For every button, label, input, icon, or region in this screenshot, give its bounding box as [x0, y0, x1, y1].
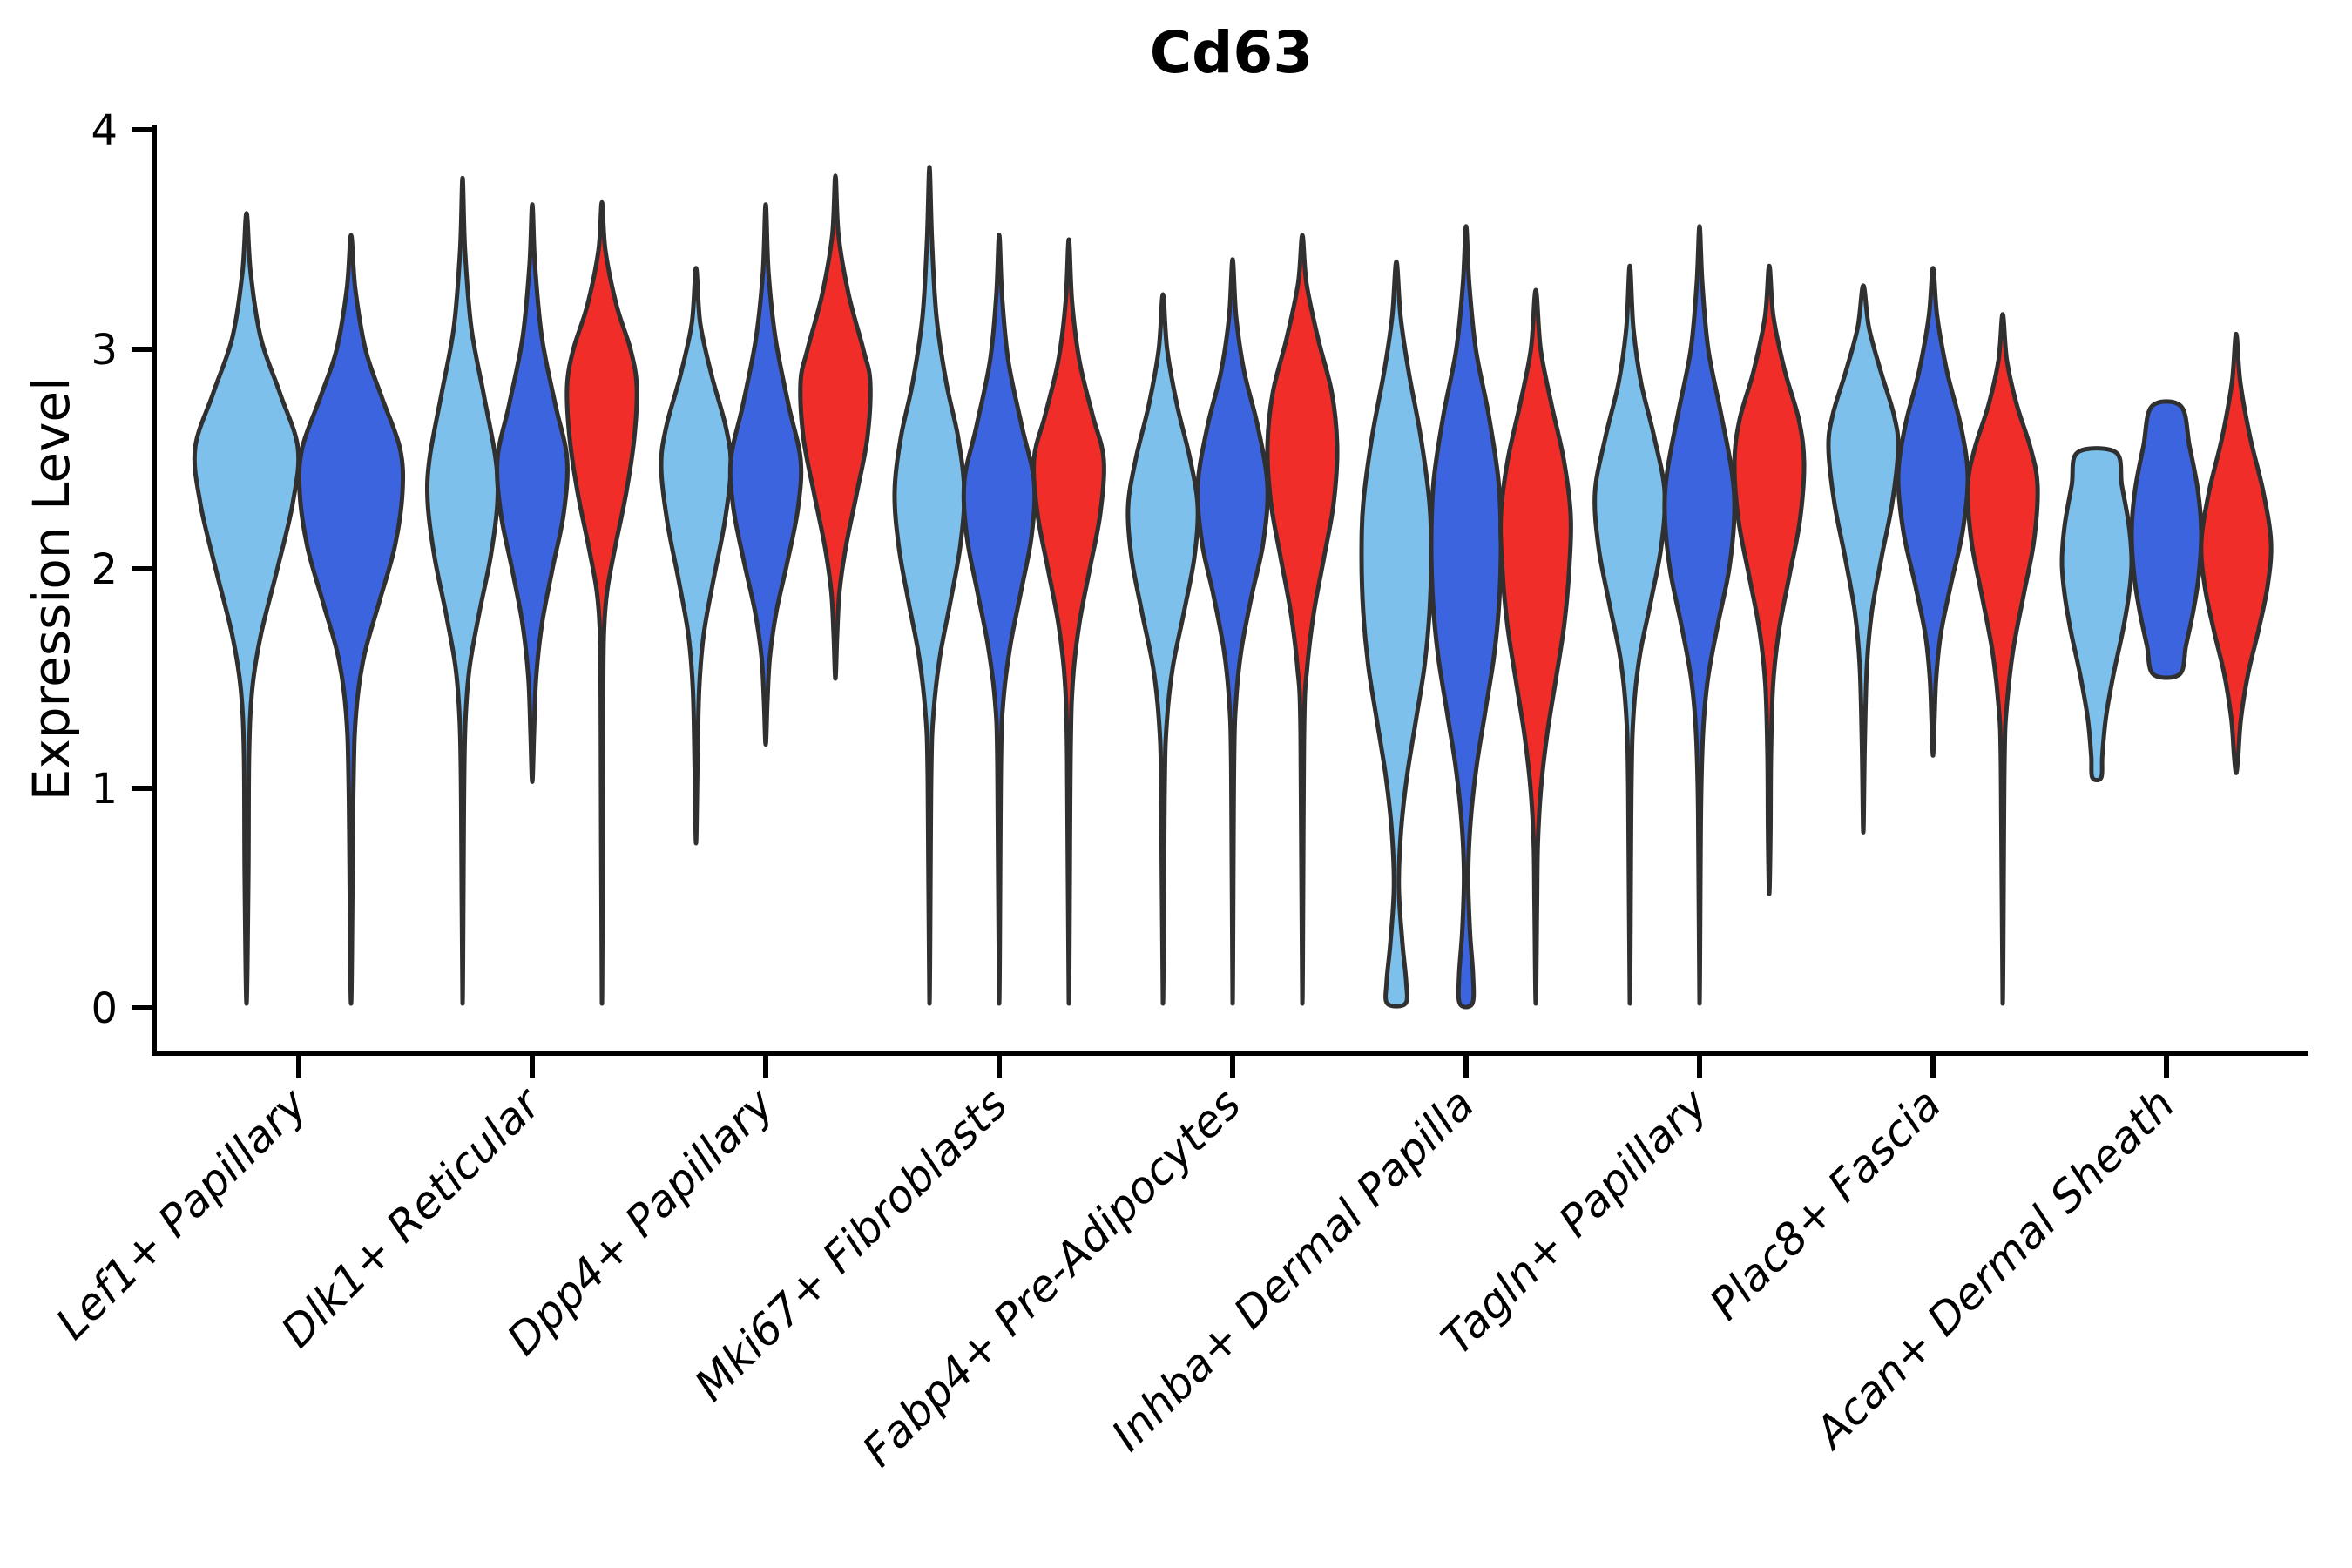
x-tick-label-dlk1-reticular: Dlk1+ Reticular: [272, 1077, 552, 1357]
violin-mki67-fibroblasts-light_blue: [892, 165, 967, 1006]
y-tick-label-1: 1: [91, 765, 118, 814]
violin-dlk1-reticular-royal_blue: [495, 202, 570, 784]
violin-fabp4-pre-adipocytes-light_blue: [1125, 292, 1200, 1006]
violin-inhba-dermal-papilla-red: [1498, 287, 1573, 1006]
x-tick-label-plac8-fascia: Plac8+ Fascia: [1700, 1078, 1951, 1329]
violin-plac8-fascia-red: [1965, 312, 2040, 1006]
y-tick-label-3: 3: [91, 326, 118, 375]
violin-plac8-fascia-royal_blue: [1896, 266, 1970, 758]
violin-tagln-papillary-red: [1732, 263, 1807, 896]
violin-dpp4-papillary-royal_blue: [727, 202, 804, 747]
violin-dpp4-papillary-red: [798, 173, 873, 681]
y-tick-label-2: 2: [91, 545, 118, 594]
y-tick-label-4: 4: [91, 106, 118, 155]
y-tick-label-0: 0: [91, 984, 118, 1033]
violin-tagln-papillary-light_blue: [1592, 263, 1667, 1006]
violin-lef1-papillary-royal_blue: [296, 233, 406, 1006]
violin-fabp4-pre-adipocytes-red: [1265, 233, 1340, 1006]
violin-dlk1-reticular-red: [564, 199, 639, 1006]
violin-acan-dermal-sheath-light_blue: [2059, 446, 2134, 783]
violin-fabp4-pre-adipocytes-royal_blue: [1195, 257, 1270, 1006]
violin-dlk1-reticular-light_blue: [424, 175, 501, 1006]
violin-plac8-fascia-light_blue: [1826, 283, 1901, 835]
violin-inhba-dermal-papilla-royal_blue: [1429, 224, 1504, 1010]
violin-acan-dermal-sheath-red: [2199, 331, 2274, 775]
violin-tagln-papillary-royal_blue: [1662, 224, 1737, 1006]
violin-mki67-fibroblasts-red: [1031, 237, 1106, 1006]
violin-acan-dermal-sheath-royal_blue: [2129, 399, 2204, 680]
plot-title: Cd63: [1149, 19, 1314, 86]
violin-dpp4-papillary-light_blue: [659, 266, 733, 846]
y-axis-title: Expression Level: [22, 376, 81, 801]
x-tick-label-fabp4-pre-adipocytes: Fabp4+ Pre-Adipocytes: [853, 1078, 1251, 1477]
violin-mki67-fibroblasts-royal_blue: [961, 233, 1037, 1006]
violin-inhba-dermal-papilla-light_blue: [1359, 259, 1434, 1009]
violin-lef1-papillary-light_blue: [192, 211, 301, 1006]
